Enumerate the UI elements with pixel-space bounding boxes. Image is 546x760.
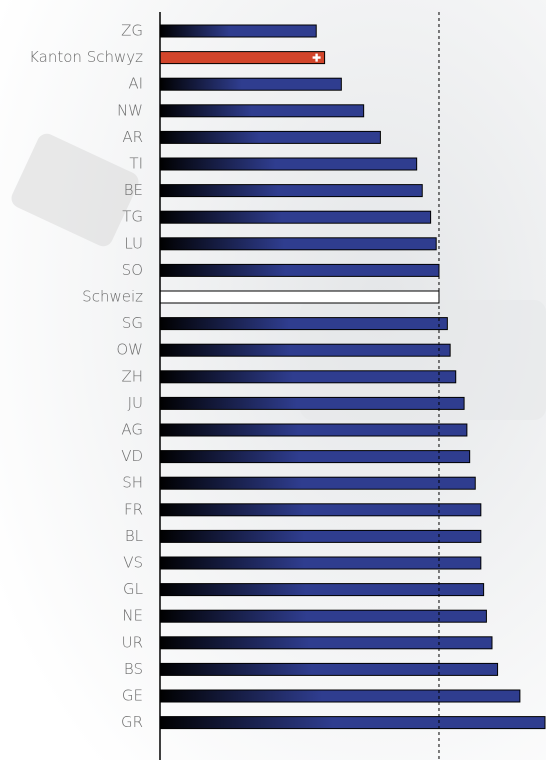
bar [160,584,484,596]
y-tick-label: ZG [121,22,143,40]
page: ZG Kanton Schwyz AI NW AR TI BE TG LU SO Schweiz SG… [0,0,546,760]
bar [160,25,316,37]
bar [160,185,422,197]
bar [160,424,467,436]
chart: ZG Kanton Schwyz AI NW AR TI BE TG LU SO Schweiz SG… [0,0,546,760]
y-tick-label: AR [122,128,143,146]
bar [160,717,545,729]
bar [160,52,325,64]
y-tick-label: TI [129,155,143,173]
bar [160,264,439,276]
y-tick-label: SG [122,314,143,332]
bar [160,78,341,90]
bar [160,131,380,143]
bar [160,530,481,542]
y-tick-label: VS [123,554,143,572]
bar [160,238,436,250]
bar [160,211,431,223]
y-tick-label: BL [125,527,143,545]
y-tick-label: ZH [121,367,143,385]
bar [160,158,417,170]
y-tick-label: AG [121,421,143,439]
bar [160,371,456,383]
bar [160,105,364,117]
y-tick-label: OW [116,341,143,359]
y-tick-label: NE [122,607,143,625]
y-tick-label: BE [124,181,143,199]
y-tick-label: JU [128,394,143,412]
y-tick-label: GE [122,687,143,705]
bar [160,663,498,675]
bar [160,610,486,622]
bar [160,318,447,330]
y-tick-label: BS [124,660,143,678]
y-tick-label: Kanton Schwyz [29,48,143,66]
bar [160,637,492,649]
bar [160,504,481,516]
y-tick-label: GR [121,713,143,731]
y-tick-label: TG [122,208,143,226]
bar [160,477,475,489]
y-tick-label: Schweiz [82,288,143,306]
y-tick-label: SH [122,474,143,492]
y-tick-label: NW [117,101,143,119]
y-tick-label: LU [124,234,143,252]
y-tick-label: GL [123,580,143,598]
bar [160,344,450,356]
y-tick-label: UR [122,633,143,651]
bar [160,451,470,463]
bar [160,291,439,303]
bar [160,557,481,569]
y-tick-label: SO [122,261,143,279]
bar [160,397,464,409]
y-tick-label: AI [128,75,143,93]
y-tick-label: FR [124,500,143,518]
y-tick-label: VD [121,447,143,465]
bar [160,690,520,702]
